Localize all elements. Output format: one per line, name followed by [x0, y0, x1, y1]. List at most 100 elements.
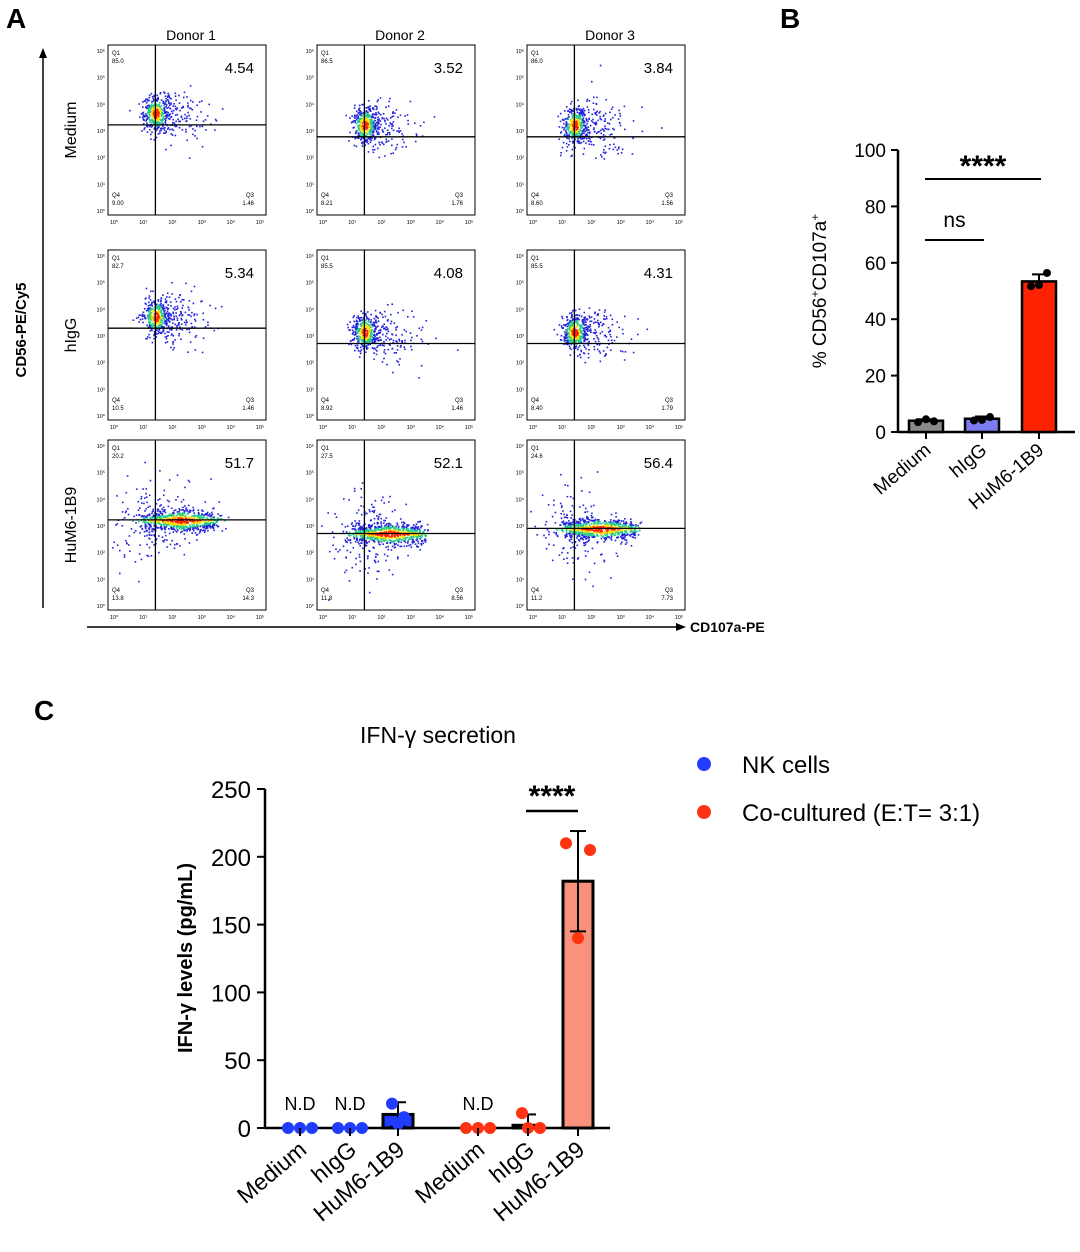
panel-b-category-label: Medium	[870, 440, 935, 500]
x-tick-label: 10³	[198, 425, 206, 431]
x-tick-label: 10⁰	[319, 219, 328, 226]
q1-value: 27.5	[321, 454, 333, 460]
x-tick-label: 10³	[617, 615, 625, 621]
x-tick-label: 10⁵	[256, 424, 264, 431]
panel-b-y-tick-label: 60	[865, 254, 886, 275]
y-tick-label: 10⁵	[97, 280, 105, 287]
x-tick-label: 10⁴	[436, 219, 445, 226]
panel-c-nd-label: N.D	[335, 1094, 366, 1114]
flow-plot-frame	[316, 439, 476, 611]
flow-events	[132, 281, 223, 354]
panel-b-point	[970, 416, 978, 425]
panel-b-y-tick-label: 20	[865, 367, 886, 388]
flow-plot-frame	[316, 44, 476, 216]
y-tick-label: 10¹	[516, 182, 524, 188]
q1-label: Q1	[531, 446, 540, 452]
q3-label: Q3	[455, 588, 464, 594]
q3-value: 1.46	[242, 406, 254, 412]
q2-value: 3.84	[644, 60, 673, 77]
q3-label: Q3	[455, 398, 464, 404]
q4-label: Q4	[531, 588, 540, 594]
x-tick-label: 10⁴	[436, 424, 445, 431]
y-tick-label: 10²	[516, 361, 524, 367]
y-tick-label: 10⁰	[516, 603, 525, 610]
q4-value: 8.92	[321, 406, 333, 412]
x-tick-label: 10²	[587, 425, 595, 431]
x-tick-label: 10¹	[558, 615, 566, 621]
panel-c-point	[356, 1122, 368, 1134]
q4-label: Q4	[531, 398, 540, 404]
flow-plot: Q1 86.0 3.84 Q4 8.60 Q3 1.56 10⁰ 10¹ 10² 10³ 10⁴ 10⁵…	[516, 44, 686, 226]
q3-value: 1.76	[451, 201, 463, 207]
y-tick-label: 10¹	[516, 577, 524, 583]
x-tick-label: 10⁵	[465, 219, 473, 226]
y-tick-label: 10³	[516, 524, 524, 530]
q4-label: Q4	[321, 588, 330, 594]
q1-label: Q1	[112, 256, 121, 262]
q4-value: 9.00	[112, 201, 124, 207]
x-tick-label: 10²	[377, 220, 385, 226]
q1-label: Q1	[321, 51, 330, 57]
y-tick-label: 10⁵	[306, 280, 314, 287]
panel-c-nd-label: N.D	[463, 1094, 494, 1114]
q1-value: 86.0	[531, 59, 543, 65]
q3-label: Q3	[665, 398, 674, 404]
panel-c-point	[282, 1122, 294, 1134]
y-tick-label: 10¹	[306, 387, 314, 393]
flow-plot: Q1 85.5 4.08 Q4 8.92 Q3 1.46 10⁰ 10¹ 10² 10³ 10⁴ 10⁵…	[306, 249, 476, 431]
y-tick-label: 10⁵	[516, 75, 524, 82]
x-tick-label: 10²	[168, 220, 176, 226]
y-tick-label: 10⁰	[306, 208, 315, 215]
y-tick-label: 10²	[97, 156, 105, 162]
panel-b-y-tick-label: 0	[875, 423, 886, 444]
x-tick-label: 10⁴	[227, 614, 236, 621]
y-tick-label: 10³	[97, 524, 105, 530]
q1-label: Q1	[112, 51, 121, 57]
q4-value: 11.2	[531, 596, 543, 602]
x-tick-label: 10¹	[348, 615, 356, 621]
flow-events	[129, 85, 224, 159]
x-tick-label: 10¹	[558, 220, 566, 226]
panel-a-x-arrowhead	[676, 623, 686, 631]
panel-b-bar	[1020, 280, 1058, 434]
panel-c-bar-chart: IFN-γ secretion IFN-γ levels (pg/mL) 0 50…	[175, 722, 980, 1226]
y-tick-label: 10⁰	[306, 603, 315, 610]
panel-c-point	[386, 1097, 398, 1110]
panel-c-category-label: Medium	[232, 1136, 311, 1209]
flow-events	[345, 97, 436, 159]
x-tick-label: 10⁰	[529, 219, 538, 226]
y-tick-label: 10¹	[97, 182, 105, 188]
panel-c-sig-label: ****	[529, 780, 576, 813]
panel-b-point	[1035, 281, 1043, 290]
q4-value: 8.60	[531, 201, 543, 207]
legend-nk-swatch	[697, 757, 711, 771]
panel-letter-a: A	[6, 3, 26, 34]
legend-cocult-label: Co-cultured (E:T= 3:1)	[742, 800, 980, 827]
panel-b-sig-label: ****	[960, 150, 1007, 183]
flow-plot-frame	[107, 44, 267, 216]
flow-events	[346, 303, 459, 379]
x-tick-label: 10²	[587, 220, 595, 226]
panel-b-point	[1027, 282, 1035, 291]
y-tick-label: 10⁵	[306, 470, 314, 477]
treatment-row-label: HuM6-1B9	[63, 487, 80, 564]
q2-value: 4.54	[225, 60, 254, 77]
q1-value: 85.5	[531, 264, 543, 270]
y-tick-label: 10³	[306, 129, 314, 135]
q4-value: 11.8	[321, 596, 333, 602]
panel-c-point	[306, 1122, 318, 1134]
y-tick-label: 10³	[97, 129, 105, 135]
x-tick-label: 10⁴	[227, 219, 236, 226]
y-tick-label: 10²	[97, 361, 105, 367]
panel-a-y-arrowhead	[39, 48, 47, 58]
y-tick-label: 10⁰	[97, 208, 106, 215]
q3-value: 8.56	[451, 596, 463, 602]
panel-c-point	[484, 1122, 496, 1134]
q4-label: Q4	[321, 398, 330, 404]
y-tick-label: 10⁰	[97, 413, 106, 420]
panel-c-y-tick-label: 150	[211, 913, 251, 940]
y-tick-label: 10²	[97, 551, 105, 557]
q2-value: 5.34	[225, 265, 254, 282]
x-tick-label: 10⁵	[465, 614, 473, 621]
